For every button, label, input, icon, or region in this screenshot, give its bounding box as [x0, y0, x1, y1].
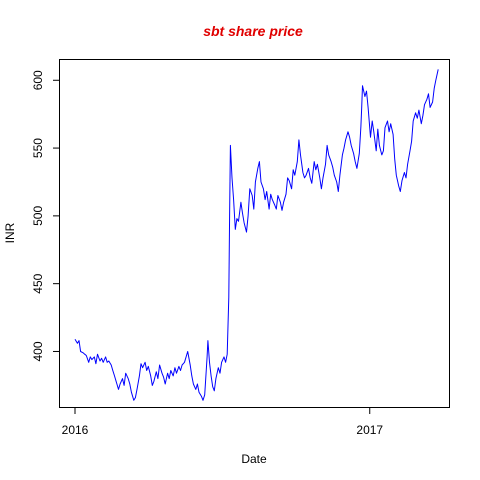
- y-tick-label: 450: [31, 273, 45, 293]
- series-line-sbt-share-price: [74, 69, 439, 401]
- y-tick-label: 500: [31, 206, 45, 226]
- y-tick-label: 600: [31, 70, 45, 90]
- plot-box: [59, 59, 450, 408]
- x-axis-label: Date: [241, 452, 267, 466]
- y-tick-label: 550: [31, 138, 45, 158]
- y-axis: 400 450 500 550 600: [31, 70, 60, 361]
- x-axis: 2016 2017: [62, 407, 383, 437]
- chart-title: sbt share price: [203, 23, 303, 39]
- y-tick-label: 400: [31, 341, 45, 361]
- x-tick-label: 2016: [62, 423, 89, 437]
- y-axis-label: INR: [3, 222, 17, 243]
- x-tick-label: 2017: [356, 423, 383, 437]
